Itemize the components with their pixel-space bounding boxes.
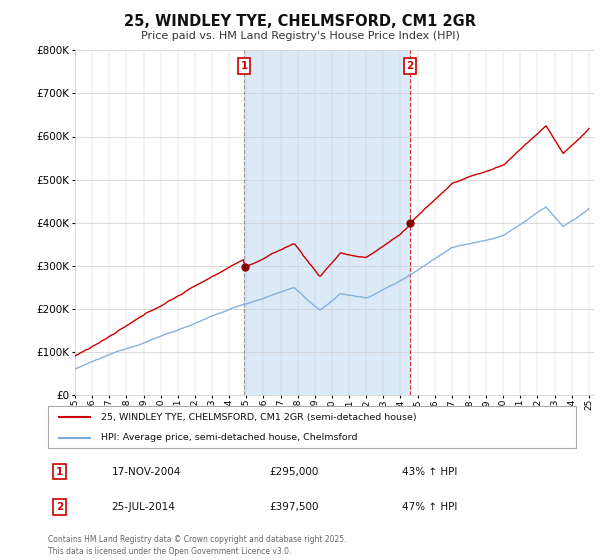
Text: 25, WINDLEY TYE, CHELMSFORD, CM1 2GR: 25, WINDLEY TYE, CHELMSFORD, CM1 2GR <box>124 14 476 29</box>
Text: Price paid vs. HM Land Registry's House Price Index (HPI): Price paid vs. HM Land Registry's House … <box>140 31 460 41</box>
Text: £295,000: £295,000 <box>270 467 319 477</box>
Text: 17-NOV-2004: 17-NOV-2004 <box>112 467 181 477</box>
Bar <box>244 50 410 395</box>
Text: 1: 1 <box>56 467 63 477</box>
Text: 2: 2 <box>56 502 63 512</box>
Text: 25-JUL-2014: 25-JUL-2014 <box>112 502 175 512</box>
Text: HPI: Average price, semi-detached house, Chelmsford: HPI: Average price, semi-detached house,… <box>101 433 358 442</box>
Text: 43% ↑ HPI: 43% ↑ HPI <box>402 467 457 477</box>
Text: Contains HM Land Registry data © Crown copyright and database right 2025.
This d: Contains HM Land Registry data © Crown c… <box>48 535 347 556</box>
Text: 47% ↑ HPI: 47% ↑ HPI <box>402 502 457 512</box>
Text: 2: 2 <box>406 61 413 71</box>
Text: £397,500: £397,500 <box>270 502 319 512</box>
Text: 25, WINDLEY TYE, CHELMSFORD, CM1 2GR (semi-detached house): 25, WINDLEY TYE, CHELMSFORD, CM1 2GR (se… <box>101 413 416 422</box>
Text: 1: 1 <box>241 61 248 71</box>
